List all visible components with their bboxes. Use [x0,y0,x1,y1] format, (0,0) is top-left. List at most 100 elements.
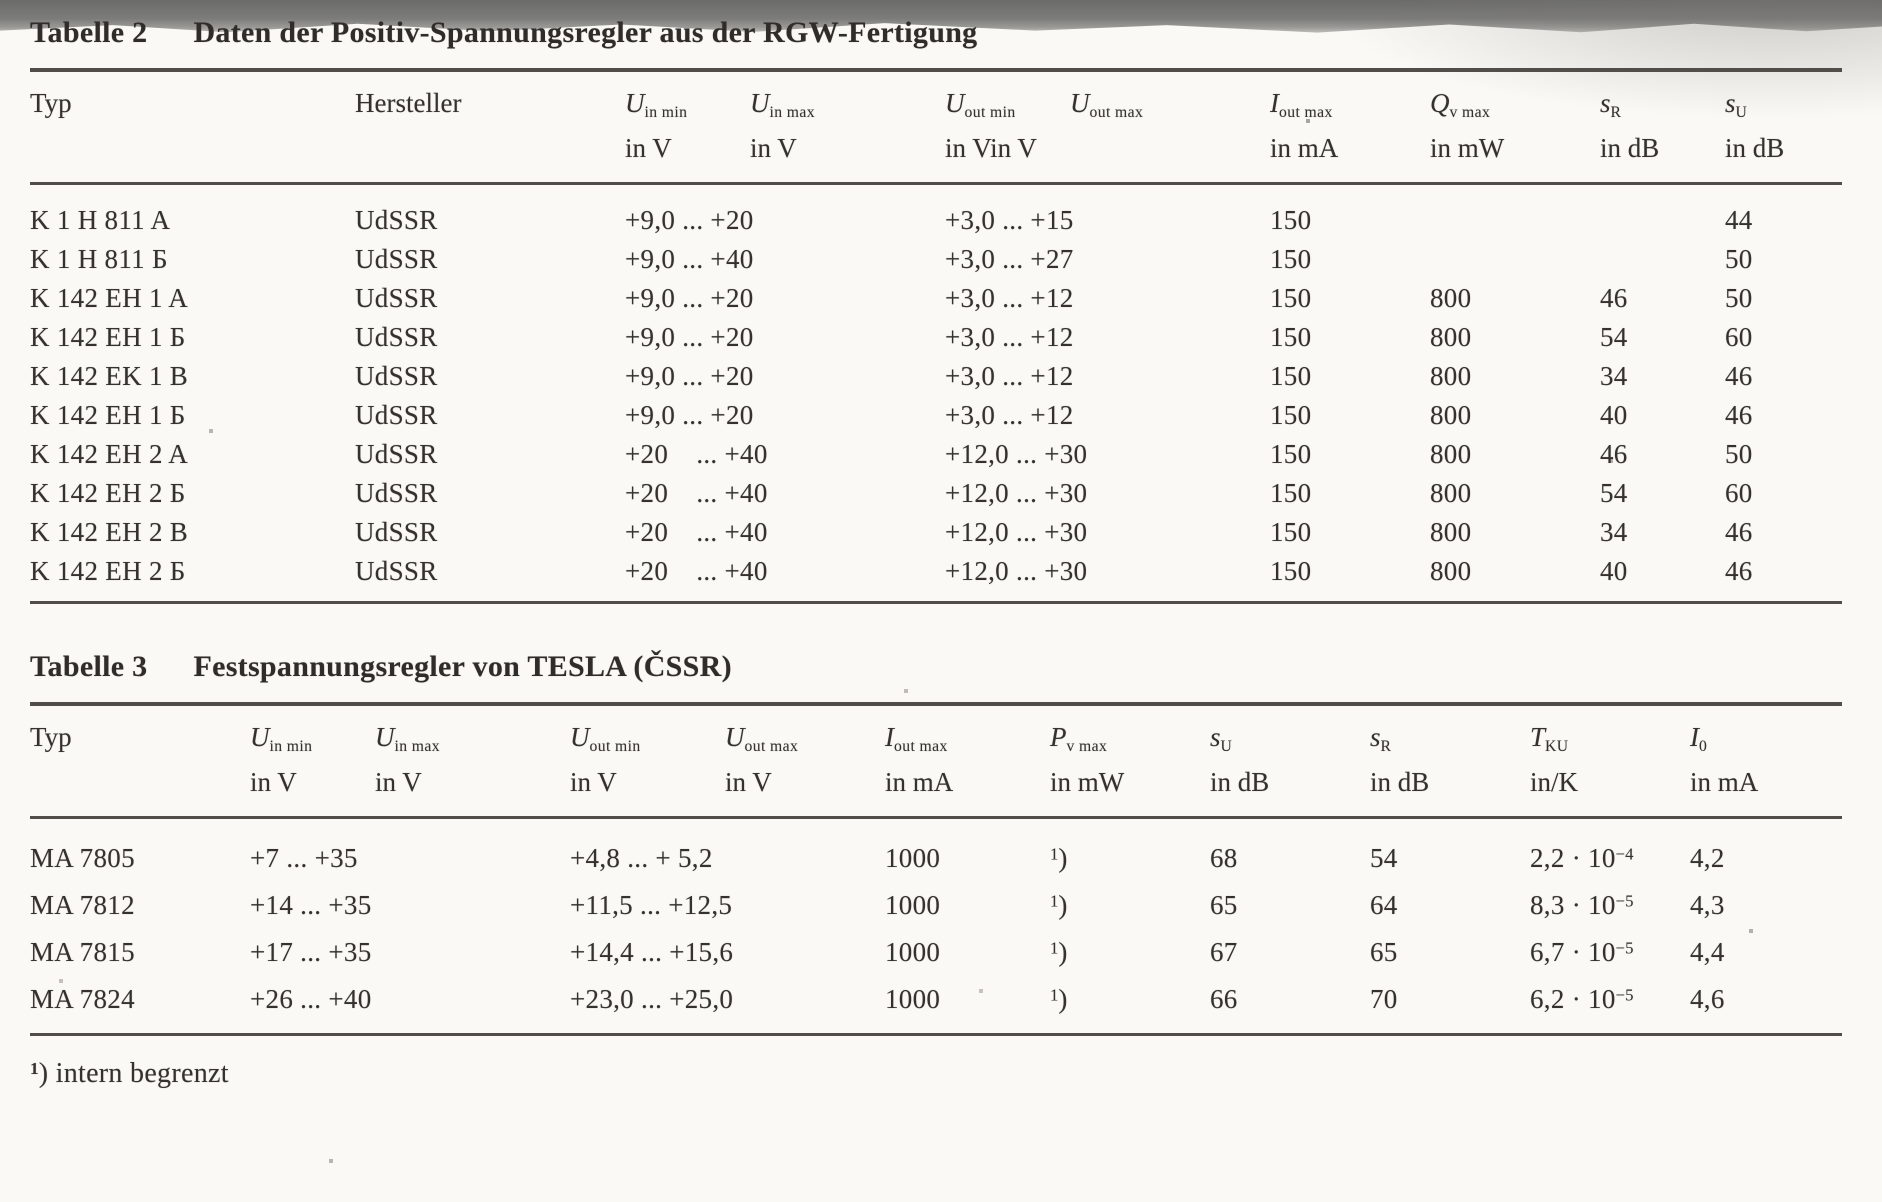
column-header: sR in dB [1600,70,1725,185]
cell-su: 66 [1210,984,1238,1014]
cell-hersteller: UdSSR [355,322,438,352]
cell-uout: +12,0 ... +30 [945,556,1088,586]
spacer [30,604,1842,634]
cell-hersteller: UdSSR [355,400,438,430]
table-row: MA 7815 +17 ... +35 +14,4 ... +15,6 1000 1) 6… [30,929,1842,976]
cell-q: 800 [1430,517,1472,547]
table-row: K 142 EH 2 A UdSSR +20 ... +40 +12,0 ... +3… [30,435,1842,474]
cell-uin: +20 ... +40 [625,478,768,508]
cell-q [1430,184,1600,241]
table2-label: Tabelle 2 [30,16,148,49]
cell-pv: 1) [1050,843,1068,873]
cell-uout: +3,0 ... +27 [945,244,1074,274]
cell-uout: +14,4 ... +15,6 [570,937,734,967]
cell-iout: 150 [1270,400,1312,430]
table-row: K 142 EK 1 B UdSSR +9,0 ... +20 +3,0 ... +1… [30,357,1842,396]
cell-iout: 150 [1270,244,1312,274]
column-header: sU in dB [1725,70,1842,185]
table-row: K 142 EH 1 Б UdSSR +9,0 ... +20 +3,0 ... +1… [30,396,1842,435]
cell-tku: 6,2 · 10−5 [1530,984,1634,1014]
cell-sr: 54 [1370,843,1398,873]
table3-header: Typ Uin min in V Uin max in V Uout min in V Uo… [30,704,1842,819]
cell-sr: 46 [1600,439,1628,469]
cell-hersteller: UdSSR [355,205,438,235]
column-header: Uout min in V [570,704,725,819]
cell-typ: K 142 EH 1 Б [30,400,186,430]
table2-header: Typ Hersteller Uin min in V Uin max in V Uou… [30,70,1842,185]
cell-uin: +9,0 ... +40 [625,244,754,274]
table3-caption: Festspannungsregler von TESLA (ČSSR) [193,650,732,683]
cell-uout: +12,0 ... +30 [945,517,1088,547]
cell-uin: +7 ... +35 [250,843,358,873]
cell-hersteller: UdSSR [355,244,438,274]
cell-iout: 1000 [885,937,941,967]
column-header: Pv max in mW [1050,704,1210,819]
table2-caption: Daten der Positiv-Spannungsregler aus de… [193,16,978,49]
table-row: K 142 EH 2 B UdSSR +20 ... +40 +12,0 ... +3… [30,513,1842,552]
cell-sr: 34 [1600,517,1628,547]
table-row: K 142 EH 2 Б UdSSR +20 ... +40 +12,0 ... +3… [30,474,1842,513]
cell-q: 800 [1430,478,1472,508]
cell-uin: +20 ... +40 [625,556,768,586]
cell-typ: K 1 H 811 Б [30,244,168,274]
cell-uin: +20 ... +40 [625,517,768,547]
cell-iout: 150 [1270,361,1312,391]
cell-hersteller: UdSSR [355,361,438,391]
cell-iout: 150 [1270,283,1312,313]
cell-typ: K 142 EH 2 A [30,439,189,469]
cell-typ: MA 7824 [30,984,135,1014]
column-header: Iout max in mA [1270,70,1430,185]
cell-su: 60 [1725,478,1753,508]
cell-sr: 54 [1600,478,1628,508]
footnote-marker: 1 [30,1059,39,1079]
column-header: Typ [30,704,250,819]
table-row: K 1 H 811 A UdSSR +9,0 ... +20 +3,0 ... +15… [30,184,1842,241]
cell-hersteller: UdSSR [355,517,438,547]
cell-i0: 4,6 [1690,984,1725,1014]
cell-tku: 6,7 · 10−5 [1530,937,1634,967]
cell-uin: +9,0 ... +20 [625,283,754,313]
cell-sr: 70 [1370,984,1398,1014]
cell-tku: 8,3 · 10−5 [1530,890,1634,920]
cell-hersteller: UdSSR [355,556,438,586]
cell-su: 46 [1725,361,1753,391]
cell-sr: 64 [1370,890,1398,920]
cell-iout: 1000 [885,984,941,1014]
cell-tku: 2,2 · 10−4 [1530,843,1634,873]
cell-typ: K 142 EH 1 A [30,283,189,313]
cell-su: 65 [1210,890,1238,920]
cell-typ: K 142 EK 1 B [30,361,189,391]
table2-body: K 1 H 811 A UdSSR +9,0 ... +20 +3,0 ... +15… [30,184,1842,603]
cell-typ: K 142 EH 1 Б [30,322,186,352]
scan-speckles [0,0,2,2]
cell-pv: 1) [1050,937,1068,967]
cell-q: 800 [1430,400,1472,430]
table-row: MA 7812 +14 ... +35 +11,5 ... +12,5 1000 1) 6… [30,882,1842,929]
cell-sr: 65 [1370,937,1398,967]
tabelle-3: Typ Uin min in V Uin max in V Uout min in V Uo… [30,702,1842,1036]
column-header: Uout min in Vin V [945,70,1070,185]
cell-su: 46 [1725,517,1753,547]
table-row: K 142 EH 1 Б UdSSR +9,0 ... +20 +3,0 ... +1… [30,318,1842,357]
table-row: K 142 EH 1 A UdSSR +9,0 ... +20 +3,0 ... +1… [30,279,1842,318]
cell-uin: +9,0 ... +20 [625,361,754,391]
column-header: Typ [30,70,355,185]
cell-uout: +23,0 ... +25,0 [570,984,734,1014]
cell-uin: +26 ... +40 [250,984,372,1014]
cell-q: 800 [1430,283,1472,313]
cell-i0: 4,4 [1690,937,1725,967]
cell-typ: K 1 H 811 A [30,205,171,235]
cell-typ: K 142 EH 2 Б [30,478,186,508]
cell-iout: 150 [1270,517,1312,547]
cell-su: 68 [1210,843,1238,873]
footnote: 1) intern begrenzt [30,1058,1842,1090]
cell-su: 60 [1725,322,1753,352]
column-header: I0 in mA [1690,704,1842,819]
page-content: Tabelle 2 Daten der Positiv-Spannungsregl… [0,16,1882,1090]
cell-sr [1600,240,1725,279]
cell-iout: 1000 [885,843,941,873]
cell-su: 46 [1725,400,1753,430]
table-row: MA 7805 +7 ... +35 +4,8 ... + 5,2 1000 1) 68 5… [30,818,1842,883]
cell-uout: +11,5 ... +12,5 [570,890,733,920]
cell-iout: 150 [1270,478,1312,508]
